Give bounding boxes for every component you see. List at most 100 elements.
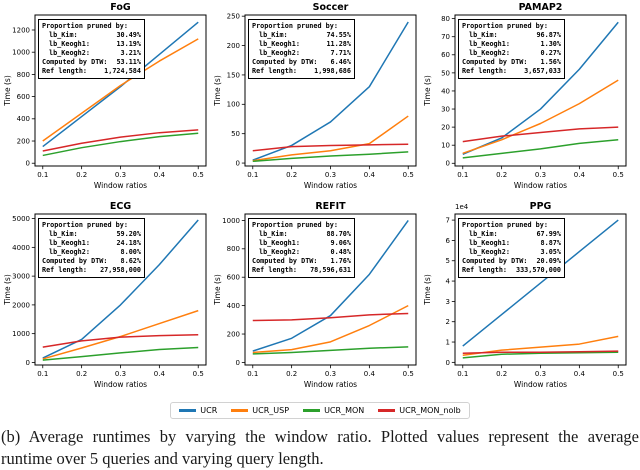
stats-label: lb_Keogh2: xyxy=(469,48,510,57)
stats-label: lb_Keogh2: xyxy=(49,48,90,57)
x-axis-label: Window ratios xyxy=(304,380,357,389)
stats-label: Computed by DTW: xyxy=(462,256,528,265)
y-axis-label: Time (s) xyxy=(423,75,432,107)
stats-header: Proportion pruned by: xyxy=(462,21,548,30)
stats-label: lb_Keogh2: xyxy=(469,247,510,256)
legend-label-UCR: UCR xyxy=(200,406,218,415)
series-line-UCR_MON_nolb xyxy=(252,312,409,322)
stats-row: lb_Keogh1: 13.19% xyxy=(42,40,141,49)
stats-value: 333,570,000 xyxy=(515,265,561,274)
legend-label-UCR_MON: UCR_MON xyxy=(324,406,365,415)
x-tick-label: 0.5 xyxy=(193,171,204,179)
x-tick-label: 0.5 xyxy=(613,370,624,378)
x-axis-label: Window ratios xyxy=(94,181,147,190)
stats-row: lb_Keogh2: 7.71% xyxy=(252,49,351,58)
y-tick-label: 800 xyxy=(227,245,240,253)
stats-value: 1.30% xyxy=(540,39,561,48)
stats-header: Proportion pruned by: xyxy=(42,21,128,30)
stats-row: Ref length: 3,657,033 xyxy=(462,67,561,76)
stats-label: lb_Keogh1: xyxy=(469,39,510,48)
stats-label: lb_Kim: xyxy=(259,229,288,238)
stats-box-ecg: Proportion pruned by: lb_Kim: 59.20% lb_Keo… xyxy=(38,218,145,278)
stats-label: Ref length: xyxy=(42,265,88,274)
legend-label-UCR_USP: UCR_USP xyxy=(252,406,290,415)
y-tick-label: 600 xyxy=(17,93,30,101)
legend-entry-UCR_MON: UCR_MON xyxy=(303,406,364,415)
stats-value: 78,596,631 xyxy=(310,265,351,274)
stats-label: Ref length: xyxy=(42,66,88,75)
x-tick-label: 0.4 xyxy=(154,171,166,179)
y-tick-label: 0 xyxy=(236,159,240,167)
subplot-ppg: PPG 0 1 2 3 4 5 6 7 0.1 0.2 0.3 0.4 0.5 1e4 Window rati… xyxy=(422,199,632,398)
y-tick-label: 800 xyxy=(17,71,30,79)
y-tick-label: 5000 xyxy=(12,215,30,223)
stats-row: lb_Keogh1: 9.06% xyxy=(252,239,351,248)
stats-value: 13.19% xyxy=(116,39,141,48)
x-tick-label: 0.2 xyxy=(286,171,297,179)
stats-value: 7.71% xyxy=(330,48,351,57)
stats-row: Ref length: 333,570,000 xyxy=(462,266,561,275)
chart-title: REFIT xyxy=(315,201,346,212)
caption-line-1: (b) Average runtimes by varying the wind… xyxy=(1,427,639,446)
stats-row: lb_Kim: 96.87% xyxy=(462,31,561,40)
y-tick-label: 3000 xyxy=(12,273,30,281)
stats-row: lb_Keogh1: 11.28% xyxy=(252,40,351,49)
stats-row: lb_Keogh1: 1.30% xyxy=(462,40,561,49)
stats-value: 6.46% xyxy=(330,57,351,66)
series-line-UCR_MON_nolb xyxy=(252,143,409,152)
x-tick-label: 0.3 xyxy=(115,370,126,378)
x-tick-label: 0.5 xyxy=(403,370,414,378)
stats-value: 1,998,686 xyxy=(314,66,351,75)
stats-row: lb_Kim: 88.70% xyxy=(252,230,351,239)
series-line-UCR xyxy=(252,219,409,352)
stats-value: 59.20% xyxy=(116,229,141,238)
y-tick-label: 1 xyxy=(446,338,450,346)
stats-box-pamap2: Proportion pruned by: lb_Kim: 96.87% lb_Keo… xyxy=(458,19,565,79)
stats-row: lb_Keogh2: 0.27% xyxy=(462,49,561,58)
y-tick-label: 40 xyxy=(441,87,450,95)
y-tick-label: 200 xyxy=(17,137,30,145)
y-tick-label: 30 xyxy=(441,105,450,113)
x-tick-label: 0.1 xyxy=(37,171,48,179)
series-line-UCR_MON xyxy=(462,139,619,159)
series-line-UCR_USP xyxy=(252,304,409,354)
x-tick-label: 0.5 xyxy=(403,171,414,179)
stats-value: 3.05% xyxy=(540,247,561,256)
stats-label: lb_Keogh1: xyxy=(259,238,300,247)
stats-label: Ref length: xyxy=(252,66,298,75)
stats-row: lb_Keogh1: 8.87% xyxy=(462,239,561,248)
stats-box-fog: Proportion pruned by: lb_Kim: 30.49% lb_Keo… xyxy=(38,19,145,79)
stats-row: Computed by DTW: 8.62% xyxy=(42,257,141,266)
y-tick-label: 150 xyxy=(227,71,240,79)
series-line-UCR_MON xyxy=(42,132,199,157)
x-tick-label: 0.1 xyxy=(247,171,258,179)
legend-box: UCR UCR_USP UCR_MON UCR_MON_nolb xyxy=(170,402,470,419)
stats-label: Computed by DTW: xyxy=(252,57,318,66)
y-tick-label: 250 xyxy=(227,13,240,21)
y-axis-label: Time (s) xyxy=(423,274,432,306)
y-axis-label: Time (s) xyxy=(213,274,222,306)
chart-title: ECG xyxy=(110,201,131,212)
y-tick-label: 400 xyxy=(17,115,30,123)
chart-grid-row-top: FoG 0 200 400 600 800 1000 1200 0.1 0.2 0.3 0.4 0.5 W… xyxy=(0,0,640,199)
stats-value: 11.28% xyxy=(326,39,351,48)
stats-value: 67.99% xyxy=(536,229,561,238)
y-tick-label: 10 xyxy=(441,142,450,150)
y-tick-label: 1000 xyxy=(12,330,30,338)
stats-row: lb_Keogh2: 8.00% xyxy=(42,248,141,257)
series-line-UCR_MON_nolb xyxy=(462,350,619,354)
stats-value: 0.48% xyxy=(330,247,351,256)
x-axis-label: Window ratios xyxy=(514,380,567,389)
stats-box-ppg: Proportion pruned by: lb_Kim: 67.99% lb_Keo… xyxy=(458,218,565,278)
x-axis-label: Window ratios xyxy=(514,181,567,190)
y-tick-label: 80 xyxy=(441,15,450,23)
subplot-pamap2: PAMAP2 0 10 20 30 40 50 60 70 80 0.1 0.2 0.3 0.4 0.5 Wi… xyxy=(422,0,632,199)
x-tick-label: 0.4 xyxy=(154,370,166,378)
stats-row: Ref length: 27,958,000 xyxy=(42,266,141,275)
stats-value: 1.76% xyxy=(330,256,351,265)
y-tick-label: 0 xyxy=(236,359,240,367)
stats-row: lb_Kim: 59.20% xyxy=(42,230,141,239)
stats-label: Ref length: xyxy=(252,265,298,274)
legend-swatch-UCR xyxy=(179,409,197,412)
stats-label: lb_Keogh1: xyxy=(49,39,90,48)
